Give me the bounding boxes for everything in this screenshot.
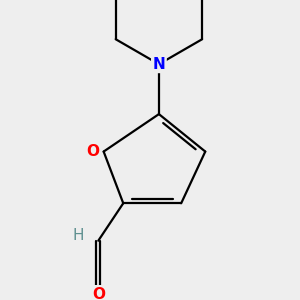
Text: H: H	[73, 228, 84, 243]
Text: O: O	[86, 144, 99, 159]
Text: O: O	[92, 287, 105, 300]
Text: N: N	[152, 57, 165, 72]
